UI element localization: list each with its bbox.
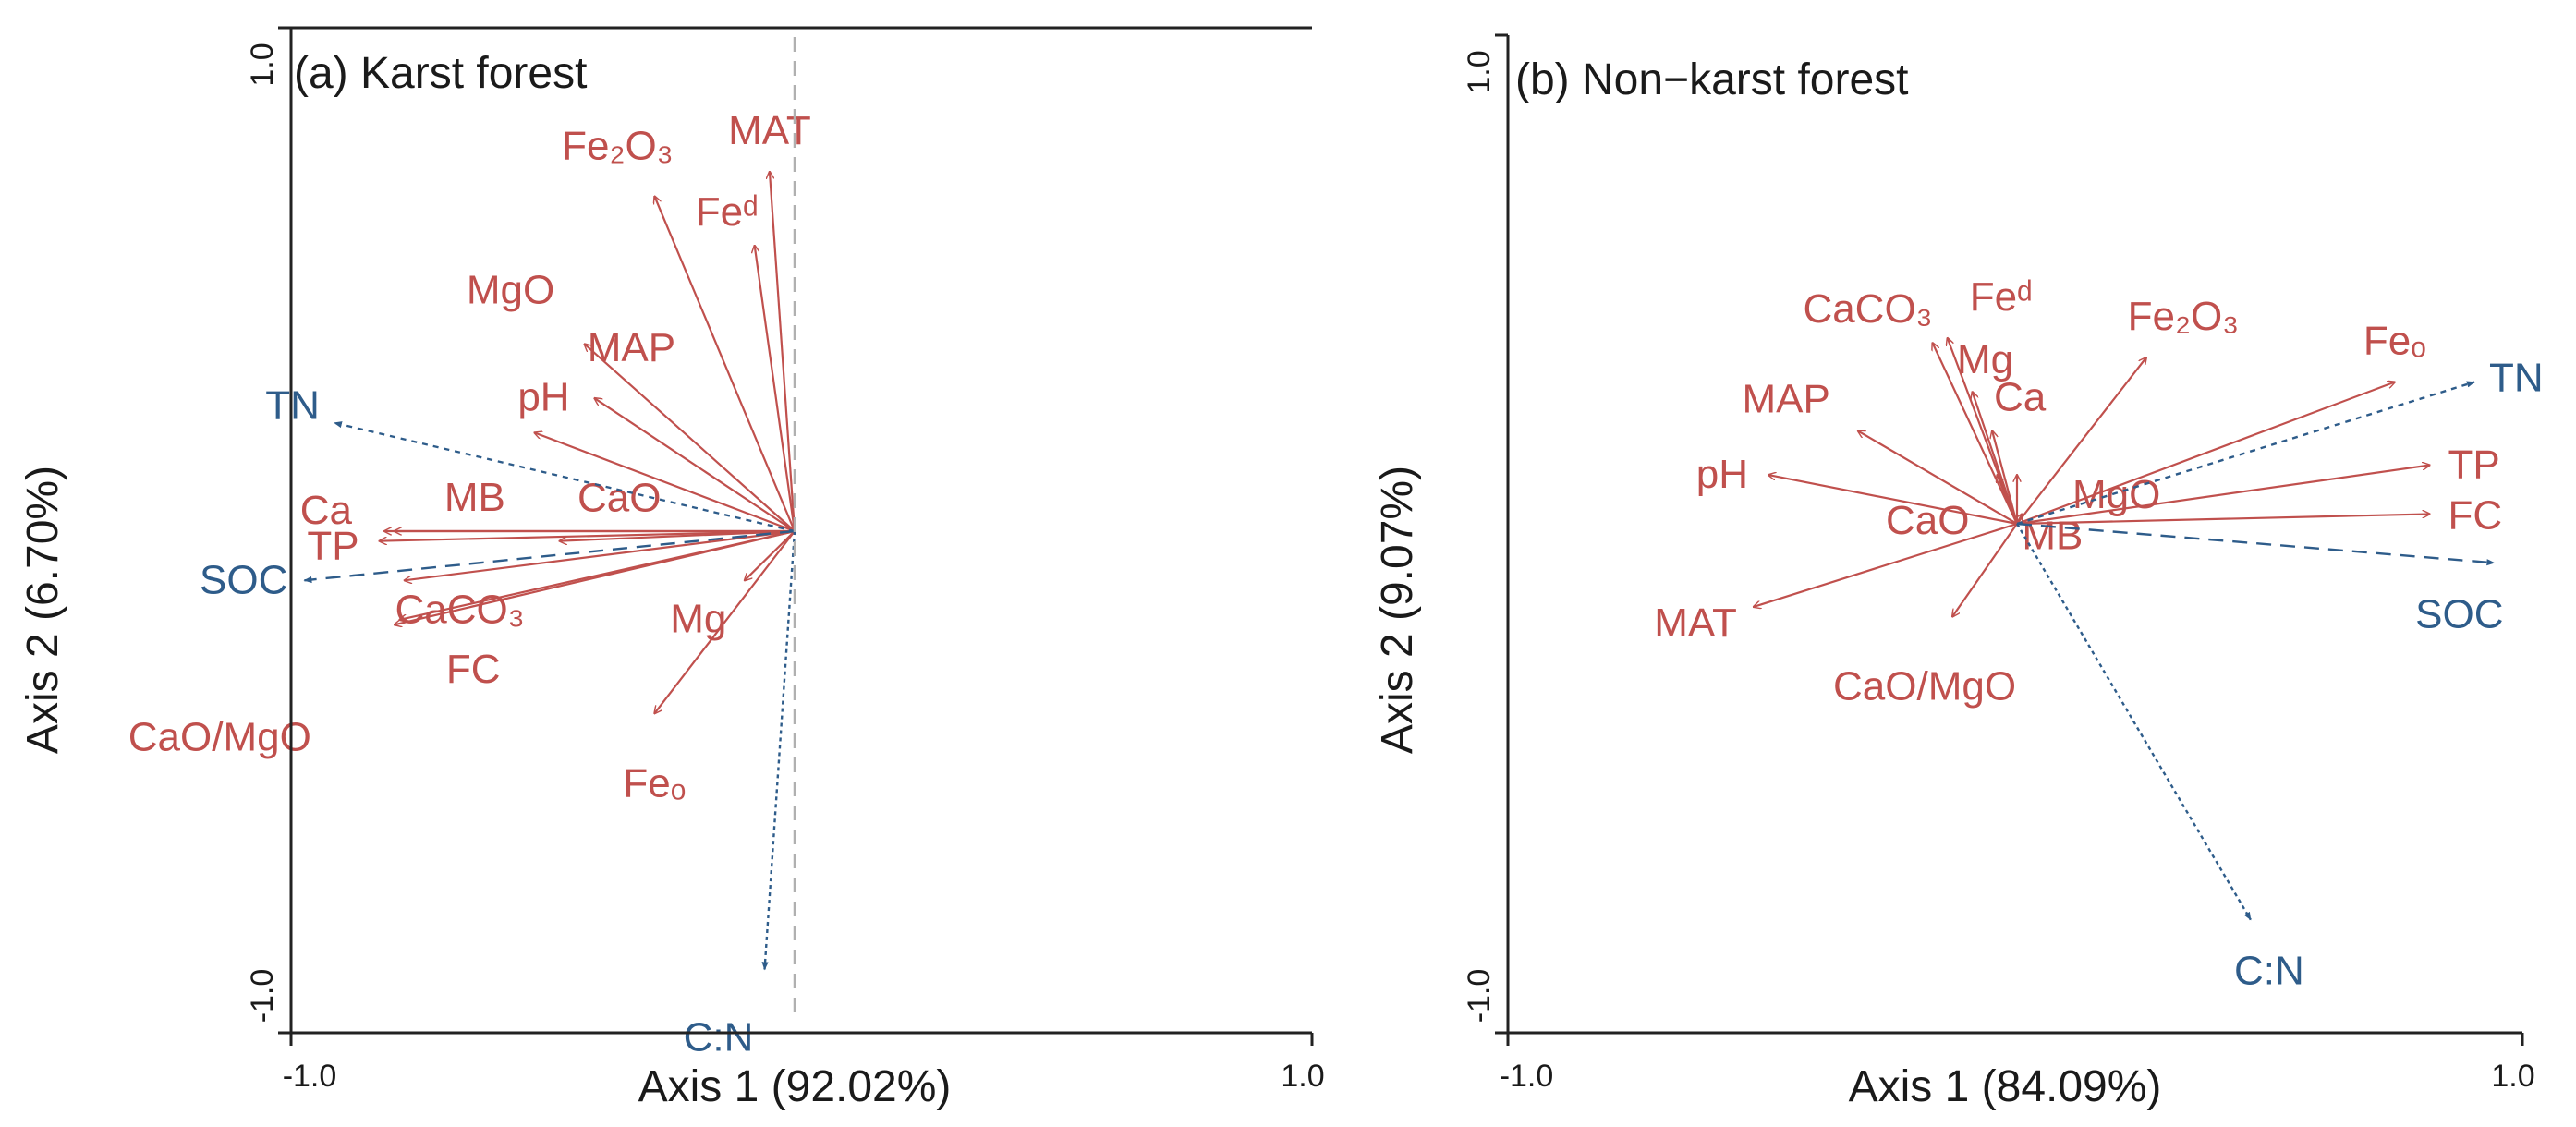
panel-a-title: (a) Karst forest	[294, 49, 587, 98]
panel-karst-forest: Fe₂O₃MATFeᵈMgOMAPpHCaMBCaOTPCaCO₃FCCaO/M…	[18, 26, 1325, 1111]
env-vector-mgo	[585, 344, 796, 532]
env-vector-map	[1858, 430, 2018, 525]
response-vector-c-n	[761, 530, 796, 971]
env-vector-mg	[1973, 392, 2019, 525]
env-label-fc: FC	[446, 647, 501, 692]
response-label-c-n: C:N	[684, 1014, 754, 1060]
env-vector-ca	[1992, 430, 2019, 525]
env-label-mb: MB	[444, 475, 505, 520]
panel-b-y-axis-label: Axis 2 (9.07%)	[1373, 466, 1422, 754]
env-label-ph: pH	[1696, 452, 1748, 497]
env-label-caco: CaCO₃	[1803, 286, 1932, 332]
env-vector-fe	[2016, 382, 2395, 526]
response-label-c-n: C:N	[2234, 949, 2304, 994]
env-label-map: MAP	[588, 325, 675, 370]
env-vector-mat	[770, 172, 796, 532]
y-tick-label-min: -1.0	[1462, 969, 1497, 1024]
env-label-mat: MAT	[728, 108, 811, 153]
env-vector-ph	[534, 432, 796, 533]
env-vector-mb	[2017, 514, 2022, 525]
env-vector-fe-o	[654, 196, 796, 532]
response-vector-soc	[303, 529, 796, 584]
env-label-map: MAP	[1742, 376, 1829, 421]
env-label-cao-mgo: CaO/MgO	[1833, 664, 2016, 709]
env-label-ca: Ca	[1994, 374, 2047, 419]
env-label-cao: CaO	[1886, 498, 1969, 543]
response-vector-tn	[2016, 381, 2475, 526]
env-label-fe: Feᵈ	[696, 189, 759, 235]
panel-a-x-axis-label: Axis 1 (92.02%)	[638, 1062, 952, 1111]
env-vector-map	[594, 398, 796, 532]
response-vector-c-n	[2015, 523, 2252, 921]
x-tick-label-min: -1.0	[1500, 1059, 1554, 1094]
env-vector-mg	[745, 530, 796, 580]
response-label-soc: SOC	[200, 557, 287, 602]
env-label-cao-mgo: CaO/MgO	[128, 714, 311, 759]
x-tick-label-max: 1.0	[2491, 1059, 2534, 1094]
env-label-cao: CaO	[577, 476, 661, 521]
env-label-fe: Feₒ	[2363, 319, 2426, 364]
env-vector-fe-o	[2016, 357, 2146, 525]
env-vector-mat	[1754, 522, 2018, 607]
env-vector-tp	[2016, 465, 2430, 526]
env-vector-caco	[1933, 343, 2018, 525]
env-vector-ph	[1768, 475, 2018, 526]
env-label-mg: Mg	[670, 596, 726, 641]
response-vector-tn	[333, 421, 796, 533]
panel-b-x-axis-label: Axis 1 (84.09%)	[1849, 1062, 2162, 1111]
env-vector-cao-mgo	[395, 529, 796, 624]
env-label-mat: MAT	[1654, 600, 1737, 646]
env-vector-fc	[2016, 514, 2430, 526]
response-label-tn: TN	[2489, 356, 2544, 401]
env-vector-fe	[654, 530, 796, 713]
env-vector-tp	[380, 529, 796, 541]
panel-a-y-axis-label: Axis 2 (6.70%)	[18, 466, 67, 754]
env-label-fc: FC	[2448, 492, 2503, 538]
env-label-fe: Feₒ	[623, 760, 686, 806]
env-label-fe-o: Fe₂O₃	[562, 123, 674, 168]
env-label-ca: Ca	[300, 488, 353, 533]
y-tick-label-min: -1.0	[245, 969, 280, 1024]
env-label-mgo: MgO	[467, 267, 554, 312]
response-label-soc: SOC	[2415, 591, 2503, 636]
panel-b-title: (b) Non−karst forest	[1515, 55, 1908, 104]
env-label-tp: TP	[2448, 442, 2500, 487]
env-label-tp: TP	[307, 524, 358, 569]
env-label-mg: Mg	[1957, 337, 2013, 382]
x-tick-label-min: -1.0	[283, 1059, 337, 1094]
env-vector-caco	[405, 529, 796, 580]
response-vector-soc	[2016, 522, 2496, 566]
env-label-fe-o: Fe₂O₃	[2128, 294, 2240, 339]
env-vector-cao-mgo	[1952, 523, 2018, 617]
env-label-fe: Feᵈ	[1970, 274, 2033, 320]
env-vector-cao	[1997, 475, 2019, 525]
env-vector-fe	[755, 246, 796, 532]
env-label-ph: pH	[517, 374, 569, 419]
response-label-tn: TN	[265, 383, 320, 429]
y-tick-label-max: 1.0	[245, 42, 280, 86]
x-tick-label-max: 1.0	[1281, 1059, 1324, 1094]
y-tick-label-max: 1.0	[1462, 50, 1497, 93]
